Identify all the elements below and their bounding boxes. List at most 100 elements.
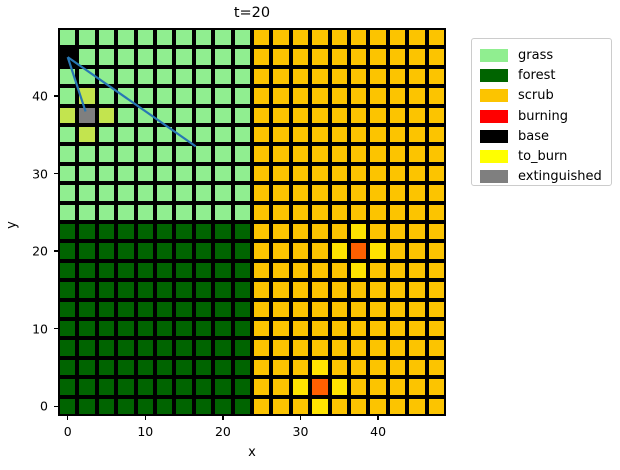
grid-cell — [174, 202, 194, 222]
grid-cell — [329, 338, 349, 358]
grid-cell — [154, 28, 175, 48]
grid-cell — [368, 183, 388, 203]
grid-cell — [193, 28, 214, 48]
grid-cell — [368, 280, 388, 300]
grid-cell — [407, 144, 427, 164]
grid-cell — [290, 28, 311, 48]
grid-cell — [387, 318, 408, 339]
legend-entry: forest — [480, 65, 603, 85]
grid-cell — [310, 144, 330, 164]
grid-cell — [213, 221, 233, 242]
grid-cell — [387, 144, 408, 164]
grid-cell — [58, 47, 78, 67]
grid-cell — [213, 299, 233, 319]
grid-cell — [290, 66, 311, 87]
grid-cell — [116, 144, 136, 164]
legend-entry: base — [480, 126, 603, 146]
grid-cell — [232, 47, 252, 67]
grid-cell — [116, 396, 136, 416]
grid-cell — [407, 241, 427, 261]
grid-cell — [232, 299, 252, 319]
grid-cell — [96, 318, 117, 339]
grid-cell — [348, 299, 369, 319]
grid-cell — [174, 183, 194, 203]
grid-cell — [193, 338, 214, 358]
legend-swatch-forest — [480, 68, 508, 82]
grid-cell — [387, 299, 408, 319]
grid-cell — [348, 105, 369, 125]
grid-cell — [426, 396, 446, 416]
grid-cell — [58, 66, 78, 87]
grid-cell — [96, 299, 117, 319]
grid-cell — [135, 163, 155, 184]
grid-cell — [58, 280, 78, 300]
grid-cell — [135, 299, 155, 319]
grid-cell — [174, 66, 194, 87]
grid-cell — [213, 86, 233, 106]
grid-cell — [426, 86, 446, 106]
grid-cell — [96, 47, 117, 67]
legend-label: burning — [518, 108, 568, 124]
grid-cell — [213, 144, 233, 164]
grid-cell — [116, 28, 136, 48]
grid-cell — [96, 241, 117, 261]
grid-cell — [271, 241, 291, 261]
grid-cell — [387, 357, 408, 378]
grid-cell — [426, 105, 446, 125]
grid-cell — [407, 377, 427, 397]
grid-cell — [290, 357, 311, 378]
grid-cell — [213, 396, 233, 416]
grid-cell — [290, 299, 311, 319]
legend-entry: grass — [480, 45, 603, 65]
grid-cell — [135, 28, 155, 48]
grid-cell — [77, 318, 97, 339]
grid-cell — [251, 396, 272, 416]
grid-cell — [368, 318, 388, 339]
x-tick-label: 10 — [137, 424, 154, 439]
grid-cell — [193, 144, 214, 164]
grid-cell — [348, 241, 369, 261]
grid-cell — [135, 338, 155, 358]
grid-cell — [251, 221, 272, 242]
grid-cell — [135, 202, 155, 222]
grid-cell — [116, 183, 136, 203]
grid-cell — [310, 163, 330, 184]
grid-cell — [348, 280, 369, 300]
grid-cell — [135, 105, 155, 125]
x-tick-mark — [377, 416, 379, 421]
x-axis-label: x — [248, 445, 256, 460]
grid-cell — [154, 377, 175, 397]
grid-cell — [387, 66, 408, 87]
grid-cell — [407, 396, 427, 416]
grid-cell — [407, 338, 427, 358]
grid-cell — [329, 260, 349, 281]
grid-cell — [58, 28, 78, 48]
grid-cell — [310, 202, 330, 222]
grid-cell — [116, 241, 136, 261]
grid-cell — [329, 28, 349, 48]
grid-cell — [271, 66, 291, 87]
grid-cell — [387, 377, 408, 397]
y-tick-label: 0 — [40, 398, 48, 414]
grid-cell — [290, 280, 311, 300]
x-tick-mark — [67, 416, 69, 421]
grid-cell — [426, 183, 446, 203]
grid-cell — [232, 66, 252, 87]
grid-cell — [407, 202, 427, 222]
grid-cell — [232, 86, 252, 106]
grid-cell — [310, 221, 330, 242]
grid-cell — [271, 338, 291, 358]
y-tick-mark — [53, 405, 58, 407]
grid-cell — [135, 47, 155, 67]
simulation-grid — [58, 28, 446, 416]
grid-cell — [387, 163, 408, 184]
grid-cell — [251, 163, 272, 184]
legend-entry: extinguished — [480, 167, 603, 187]
grid-cell — [77, 377, 97, 397]
grid-cell — [426, 28, 446, 48]
y-tick-mark — [53, 250, 58, 252]
grid-cell — [116, 124, 136, 145]
grid-cell — [271, 163, 291, 184]
grid-cell — [251, 280, 272, 300]
grid-cell — [387, 260, 408, 281]
